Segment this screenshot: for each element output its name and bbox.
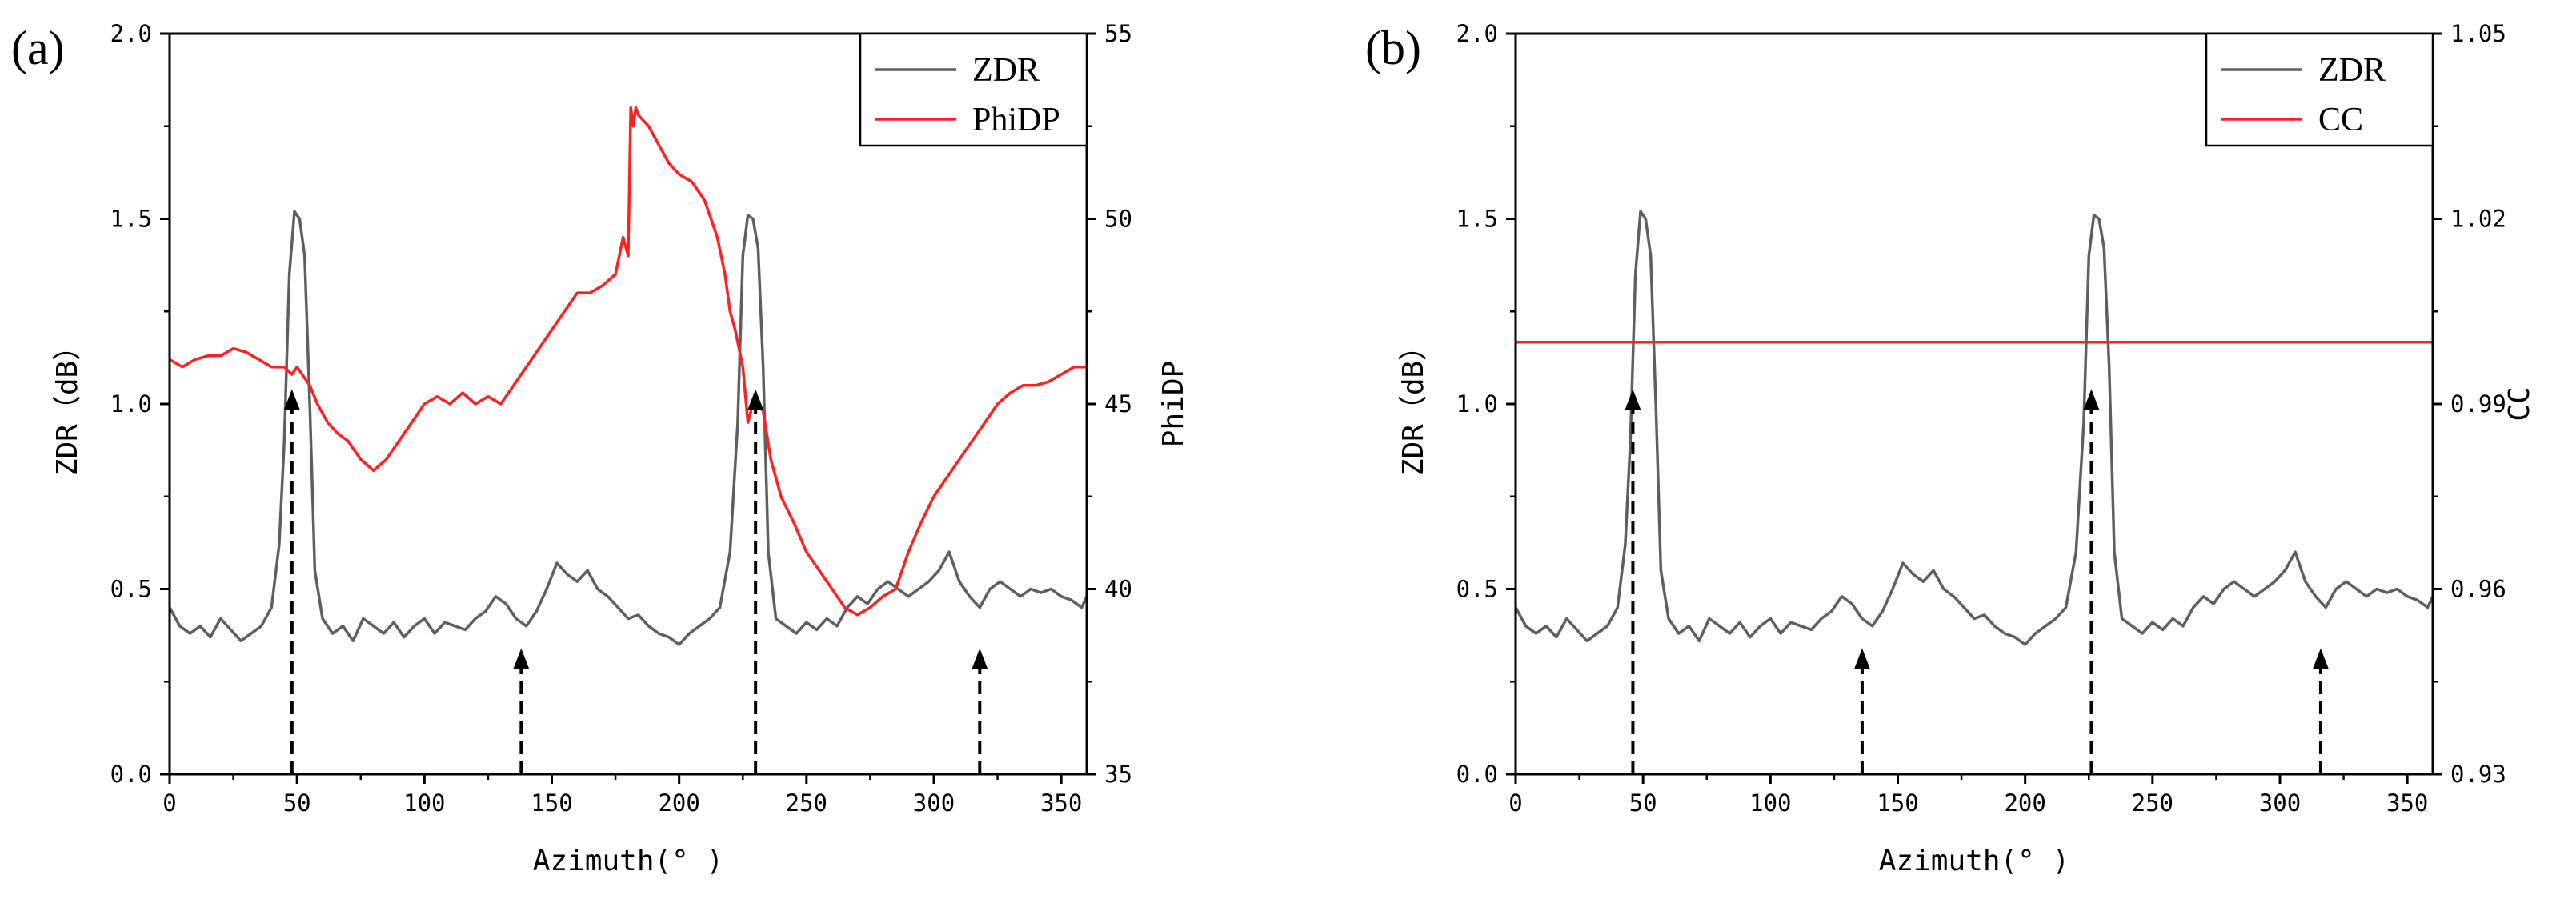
x-axis-label: Azimuth(° ) [1879,845,2069,877]
y-left-tick-label: 1.0 [1456,390,1498,418]
series-line-zdr [168,210,1088,646]
arrow-head-2 [513,648,530,669]
x-tick-label: 250 [2132,789,2173,817]
legend-label-cc: CC [2318,102,2363,138]
arrow-head-1 [283,389,300,410]
y-left-tick-label: 1.0 [110,390,152,418]
panel-label: (a) [11,22,65,74]
x-tick-label: 200 [2004,789,2045,817]
x-tick-label: 300 [913,789,955,817]
x-tick-label: 0 [1508,789,1522,817]
y-left-tick-label: 0.0 [110,761,152,788]
y-left-tick-label: 0.0 [1456,761,1498,788]
y-right-tick-label: 1.05 [2450,20,2506,47]
arrow-head-3 [747,389,764,410]
y-right-tick-label: 55 [1104,20,1132,47]
y-left-tick-label: 2.0 [110,20,152,47]
y-left-tick-label: 0.5 [1456,576,1498,603]
y-right-tick-label: 40 [1104,576,1132,603]
y-right-axis-label: CC [2503,386,2536,421]
y-left-tick-label: 1.5 [1456,206,1498,233]
series-line-zdr [1514,210,2434,646]
y-right-tick-label: 45 [1104,390,1132,418]
y-right-tick-label: 1.02 [2450,206,2506,233]
panel-label: (b) [1365,22,1421,74]
x-tick-label: 350 [1040,789,1082,817]
chart-panel-2: 0 50 100 150 200 250 300 350 0.0 0.5 1.0 1.5 2.0 0.93… [1365,20,2536,877]
x-tick-label: 200 [658,789,699,817]
arrow-head-4 [2312,648,2329,669]
legend: ZDR CC [2205,32,2434,147]
series-line-phidp [169,106,1087,617]
x-axis-label: Azimuth(° ) [533,845,723,877]
y-left-tick-label: 1.5 [110,206,152,233]
x-tick-label: 300 [2259,789,2301,817]
x-tick-label: 50 [1629,789,1657,817]
y-right-tick-label: 0.96 [2450,576,2506,603]
arrow-head-2 [1853,648,1870,669]
x-tick-label: 0 [162,789,176,817]
x-tick-label: 150 [1877,789,1918,817]
y-left-axis-label: ZDR（dB） [1397,332,1430,476]
y-left-axis-label: ZDR（dB） [51,332,84,476]
x-tick-label: 250 [786,789,827,817]
y-right-axis-label: PhiDP [1157,361,1190,447]
x-tick-label: 350 [2386,789,2428,817]
legend-label-zdr: ZDR [972,52,1040,89]
arrow-head-4 [972,648,988,669]
legend: ZDR PhiDP [859,32,1088,147]
arrow-head-3 [2083,389,2100,410]
x-tick-label: 50 [283,789,311,817]
legend-box [859,32,1088,147]
y-right-tick-label: 0.99 [2450,390,2506,418]
y-right-tick-label: 50 [1104,206,1132,233]
chart-panel-1: 0 50 100 150 200 250 300 350 0.0 0.5 1.0 1.5 2.0 35 40… [11,20,1190,877]
arrow-head-1 [1625,389,1641,410]
legend-label-zdr: ZDR [2318,52,2386,89]
y-left-tick-label: 2.0 [1456,20,1498,47]
y-right-tick-label: 35 [1104,761,1132,788]
x-tick-label: 100 [1749,789,1791,817]
legend-box [2205,32,2434,147]
legend-label-phidp: PhiDP [972,102,1060,138]
y-right-tick-label: 0.93 [2450,761,2506,788]
x-tick-label: 150 [531,789,572,817]
y-left-tick-label: 0.5 [110,576,152,603]
x-tick-label: 100 [403,789,445,817]
